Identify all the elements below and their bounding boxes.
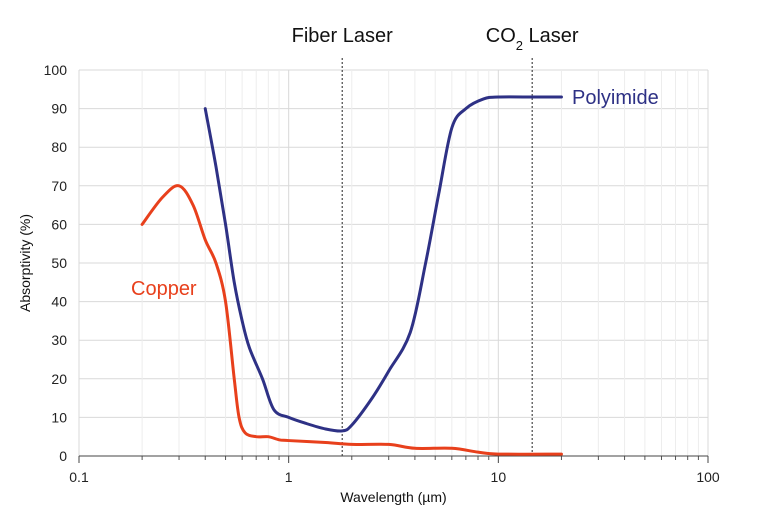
polyimide-line — [203, 95, 563, 433]
polyimide-label: Polyimide — [572, 87, 659, 109]
y-tick-label: 0 — [59, 448, 67, 464]
laser-label-main: Fiber Laser — [292, 25, 393, 47]
copper-label: Copper — [131, 278, 197, 300]
y-tick-label: 80 — [51, 139, 67, 155]
y-tick-label: 70 — [51, 178, 67, 194]
y-tick-label: 40 — [51, 294, 67, 310]
laser-label-subscript: 2 — [516, 38, 523, 53]
x-tick-label: 1 — [285, 469, 293, 485]
x-tick-label: 10 — [491, 469, 507, 485]
y-tick-label: 90 — [51, 101, 67, 117]
y-tick-label: 60 — [51, 216, 67, 232]
x-axis-title: Wavelength (µm) — [340, 489, 446, 505]
x-tick-label: 0.1 — [69, 469, 89, 485]
laser-label-main: CO — [486, 25, 516, 47]
axes: 0 10 20 30 40 50 60 70 80 90 100 0.1 1 10 100 Wavelengt… — [17, 62, 720, 505]
x-tick-label: 100 — [696, 469, 720, 485]
laser-marker-label: Fiber Laser — [292, 25, 393, 47]
laser-label-tail: Laser — [523, 25, 579, 47]
laser-markers — [341, 58, 533, 456]
y-tick-label: 100 — [44, 62, 68, 78]
y-tick-label: 10 — [51, 409, 67, 425]
grid — [78, 69, 709, 456]
y-tick-label: 50 — [51, 255, 67, 271]
y-tick-label: 20 — [51, 371, 67, 387]
y-axis-title: Absorptivity (%) — [17, 214, 33, 312]
y-tick-label: 30 — [51, 332, 67, 348]
chart-labels: Fiber Laser CO2 Laser Polyimide Copper — [131, 25, 659, 300]
copper-line — [140, 184, 563, 456]
laser-marker-label: CO2 Laser — [486, 25, 579, 53]
series-lines — [140, 95, 563, 456]
